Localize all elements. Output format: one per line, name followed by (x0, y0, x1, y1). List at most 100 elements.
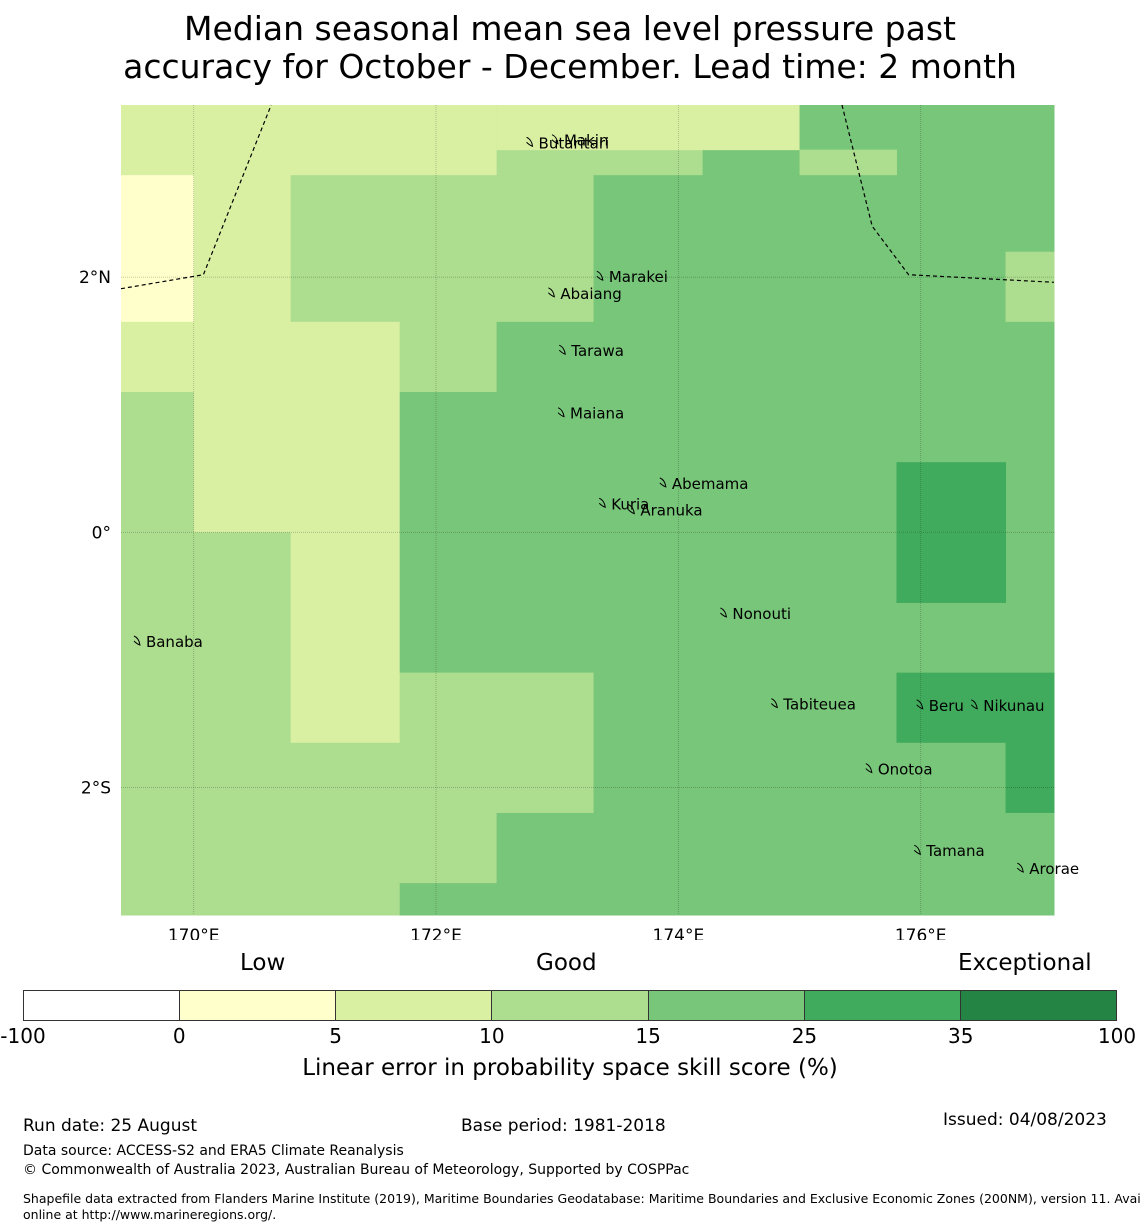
island-outline (598, 497, 606, 508)
island-label: Nikunau (983, 697, 1044, 715)
island-outline (627, 504, 635, 515)
island-outline (526, 136, 534, 147)
run-date: Run date: 25 August (23, 1116, 197, 1136)
island-outline (916, 699, 924, 710)
skill-cell (193, 105, 498, 176)
skill-cell (121, 392, 195, 533)
lon-tick-label: 172°E (410, 926, 462, 940)
skill-cell (496, 321, 1055, 393)
island-label: Onotoa (878, 761, 933, 779)
island-label: Marakei (609, 268, 668, 286)
island-label: Makin (564, 132, 609, 150)
skill-cell (593, 175, 1055, 323)
colorbar-tick: 10 (479, 1024, 505, 1048)
island-outline (720, 607, 728, 618)
colorbar-category-low: Low (240, 950, 286, 976)
island-label: Tabiteuea (782, 696, 856, 714)
island-label: Kuria (611, 495, 649, 513)
colorbar-tick: 5 (329, 1024, 342, 1048)
lat-tick-label: 0° (92, 523, 111, 543)
colorbar (23, 990, 1117, 1021)
island-outline (770, 698, 778, 709)
colorbar-segment (492, 991, 649, 1020)
skill-cell (896, 462, 1007, 533)
colorbar-category-exceptional: Exceptional (958, 950, 1092, 976)
island-label: Tamana (925, 842, 984, 860)
axis-ticks: 170°E 172°E 174°E 176°E 2°N 0° 2°S (79, 268, 947, 940)
colorbar-segment (180, 991, 337, 1020)
island-outline (1016, 862, 1024, 873)
skill-cell (290, 175, 595, 323)
colorbar-tick: -100 (0, 1024, 46, 1048)
island-outline (548, 287, 555, 298)
colorbar-tick: 0 (172, 1024, 186, 1048)
skill-cell (121, 742, 595, 814)
skill-cell (896, 532, 1007, 603)
lon-tick-label: 170°E (168, 926, 220, 940)
colorbar-category-good: Good (536, 950, 597, 976)
skill-cell (593, 672, 897, 744)
colorbar-segment (804, 991, 961, 1020)
map-title: Median seasonal mean sea level pressure … (0, 10, 1140, 86)
colorbar-label: Linear error in probability space skill … (302, 1055, 838, 1081)
eez-boundary-line (841, 104, 1055, 283)
island-outline (551, 134, 559, 145)
colorbar-segment (336, 991, 493, 1020)
island-outline (596, 270, 604, 281)
eez-boundary-line (120, 104, 272, 290)
island-label: Abemama (672, 475, 749, 493)
skill-cell (121, 321, 195, 393)
skill-cell (399, 672, 595, 744)
eez-boundaries (120, 104, 1055, 290)
skill-cell (290, 532, 401, 744)
skill-cells (121, 105, 1055, 916)
skill-cell (121, 532, 292, 744)
skill-cell (121, 883, 401, 916)
skill-cell (799, 149, 897, 176)
copyright: © Commonwealth of Australia 2023, Austra… (23, 1162, 690, 1178)
skill-cell (193, 321, 401, 393)
island-outline (913, 844, 921, 855)
graticule (121, 105, 1054, 915)
island-label: Butaritari (539, 134, 610, 152)
skill-cell (496, 812, 1055, 884)
island-outline (558, 344, 566, 355)
colorbar-segment (960, 991, 1116, 1020)
base-period: Base period: 1981-2018 (461, 1116, 666, 1136)
island-outline (133, 635, 141, 646)
island-outline (557, 407, 565, 418)
skill-cell (193, 392, 401, 533)
island-label: Aranuka (640, 502, 702, 520)
island-label: Beru (929, 697, 964, 715)
skill-cell (1005, 251, 1055, 323)
lon-tick-label: 174°E (653, 926, 705, 940)
skill-cell (593, 742, 1007, 814)
data-source: Data source: ACCESS-S2 and ERA5 Climate … (23, 1143, 404, 1159)
skill-cell (496, 105, 801, 151)
skill-cell (121, 812, 498, 884)
shapefile-credit-line-1: Shapefile data extracted from Flanders M… (23, 1191, 1140, 1206)
lat-tick-label: 2°N (79, 268, 111, 288)
colorbar-segment (24, 991, 181, 1020)
lat-tick-label: 2°S (81, 778, 111, 798)
title-line-1: Median seasonal mean sea level pressure … (184, 9, 956, 48)
island-label: Arorae (1029, 860, 1079, 878)
skill-cell (1005, 742, 1055, 814)
colorbar-tick: 15 (635, 1024, 661, 1048)
skill-cell (399, 321, 498, 393)
island-label: Banaba (146, 633, 203, 651)
island-label: Abaiang (560, 285, 621, 303)
island-outline (865, 763, 873, 774)
colorbar-tick: 35 (947, 1024, 974, 1048)
colorbar-tick: 100 (1097, 1024, 1137, 1048)
island-outline (970, 699, 978, 710)
lon-tick-label: 176°E (895, 926, 947, 940)
island-outline (659, 477, 667, 488)
skill-cell (193, 175, 292, 323)
skill-cell (399, 883, 1055, 916)
island-label: Tarawa (570, 342, 624, 360)
skill-cell (121, 105, 195, 176)
island-label: Nonouti (732, 605, 791, 623)
